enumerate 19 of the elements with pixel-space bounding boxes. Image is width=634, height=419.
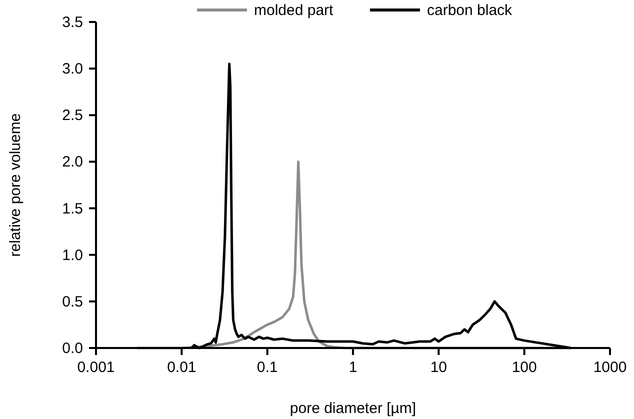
x-tick-label: 10 [430,359,448,376]
y-tick-label: 2.5 [62,107,83,124]
y-tick-label: 0.5 [62,293,83,310]
y-tick-label: 3.0 [62,60,83,78]
x-tick-label: 1000 [593,359,627,376]
legend-label: molded part [254,2,334,19]
y-tick-label: 3.5 [62,14,83,31]
x-tick-label: 0.1 [256,359,278,376]
y-tick-label: 1.0 [62,246,83,264]
x-tick-label: 0.01 [167,359,196,376]
x-tick-label: 0.001 [77,359,115,376]
y-axis-title: relative pore volueme [7,113,24,257]
y-tick-label: 1.5 [62,200,83,218]
y-tick-label: 0.0 [62,340,83,357]
x-axis-title: pore diameter [µm] [290,400,416,417]
legend-label: carbon black [427,2,513,19]
x-tick-label: 1 [348,359,358,376]
x-tick-label: 100 [512,359,537,376]
y-tick-label: 2.0 [62,154,83,171]
